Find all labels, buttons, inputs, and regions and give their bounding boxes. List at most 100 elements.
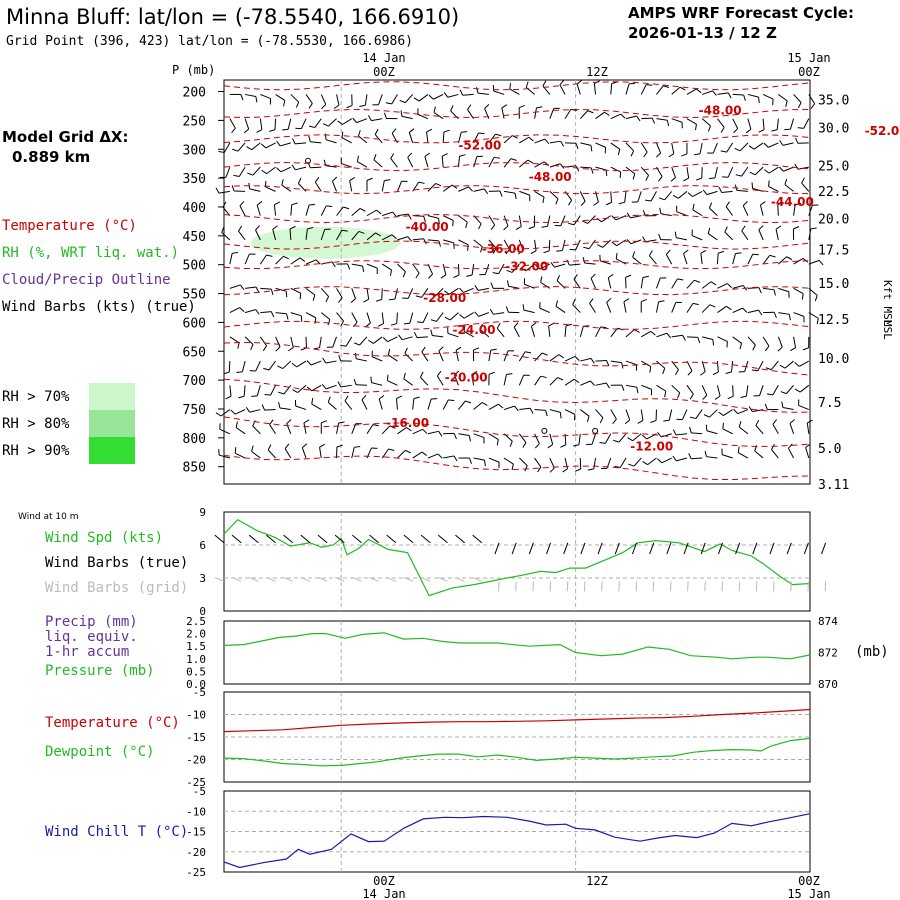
wind-barb [610, 83, 613, 95]
wind-barb-flag [659, 207, 662, 214]
wind-barb-flag [663, 85, 670, 89]
wind-barb-flag [763, 169, 770, 174]
isotherm-line [223, 81, 811, 91]
y-tick-label: -10 [186, 805, 206, 818]
wind-barb-flag [687, 370, 693, 376]
wind-barb-flag [223, 371, 230, 375]
wind-barb-flag [556, 274, 560, 281]
wind-barb-flag [459, 314, 465, 319]
cross-section-gridlines [340, 80, 577, 484]
wind-barb [401, 336, 413, 341]
wind-barb [420, 376, 429, 386]
wind-barb-flag [632, 173, 636, 180]
wind-barb-flag [263, 367, 270, 371]
wind-barb-flag [373, 154, 377, 161]
wind-barb-flag [468, 186, 474, 192]
wind-barb-flag [358, 230, 365, 234]
wind-barb-flag [615, 252, 618, 260]
wind-barb-flag [733, 408, 739, 415]
wind-barb [503, 135, 513, 144]
wind-barb [447, 93, 459, 98]
wind-barb [488, 433, 499, 440]
wind-barb-flag [558, 354, 565, 359]
wind-barb [656, 142, 662, 154]
wind-barb [575, 239, 581, 251]
wind-barb [463, 287, 474, 293]
wind-barb-flag [618, 201, 625, 205]
wind-barb-flag [702, 189, 708, 195]
height-tick-label: 10.0 [818, 352, 849, 367]
wind-barb [595, 409, 604, 419]
wind-barb [336, 288, 343, 299]
wind-barb-flag [341, 131, 344, 138]
wind-barb [737, 409, 749, 415]
wind-barb-flag [760, 201, 766, 206]
wind-barb-flag [349, 177, 356, 182]
wind-barb-flag [793, 226, 800, 230]
wind-barb [503, 457, 514, 465]
wind-barb-flag [751, 369, 759, 372]
wind-barb [686, 385, 694, 395]
wind-barb-flag [658, 233, 662, 240]
wind-barb [560, 215, 566, 226]
wind-barb [579, 326, 584, 337]
wind-barb-flag [720, 150, 727, 153]
wind-barb [381, 448, 389, 459]
wind-barb-flag [528, 136, 534, 142]
wind-barb-flag [384, 179, 391, 182]
wind-barb [331, 181, 337, 192]
wind-barb-flag [547, 444, 553, 449]
wind-barb [295, 142, 307, 145]
wind-barb-flag [650, 330, 656, 336]
wind-barb-flag [338, 421, 345, 424]
forecast-cycle-label: AMPS WRF Forecast Cycle: [628, 4, 854, 22]
wind-barb [671, 334, 683, 338]
wind-barb-grid [455, 576, 465, 582]
wind-barb-flag [362, 265, 365, 273]
wind-barb-flag [338, 355, 342, 362]
wind-barb-flag [505, 249, 510, 255]
wind-barb-flag [766, 393, 773, 396]
wind-barb [290, 257, 301, 265]
wind-barb [421, 351, 429, 362]
wind-barb-flag [559, 79, 565, 86]
wind-barb-flag [468, 457, 472, 464]
wind-barb [676, 457, 688, 462]
pressure-axis-title: P (mb) [172, 63, 215, 77]
wind-barb-flag [474, 285, 479, 291]
wind-barb-flag [758, 97, 760, 104]
wind-barb-flag [336, 444, 343, 448]
wind-barb-flag [451, 184, 458, 189]
wind-barb-flag [810, 227, 817, 230]
wind-barb [745, 385, 749, 397]
wind-barb [768, 166, 779, 174]
wind-barb-flag [768, 180, 770, 187]
wind-barb-true [700, 542, 706, 555]
wind-barb [686, 88, 697, 95]
wind-barb [778, 94, 788, 102]
wind-barb [332, 336, 337, 348]
wind-barb [630, 215, 642, 219]
wind-barb [656, 85, 664, 95]
wind-barb-flag [299, 257, 306, 262]
wind-barb [458, 186, 469, 192]
wind-barb-flag [773, 289, 776, 296]
wind-barb-flag [665, 249, 671, 255]
wind-barb-flag [520, 267, 527, 272]
wind-barb [808, 228, 812, 240]
wind-barb-flag [341, 229, 348, 232]
wind-barb-true [546, 542, 552, 555]
wind-barb [640, 166, 649, 176]
wind-barb-flag [722, 422, 724, 429]
wind-barb-flag [359, 207, 366, 212]
wind-barb [777, 336, 783, 348]
wind-barb-flag [489, 308, 494, 315]
wind-barb [396, 181, 403, 192]
wind-barb-flag [367, 115, 372, 121]
wind-barb [320, 94, 327, 105]
wind-barb-flag [560, 444, 567, 448]
wind-barb [222, 206, 231, 216]
wind-barb [457, 132, 462, 144]
wind-barb [518, 215, 522, 227]
wind-barb [699, 142, 703, 154]
